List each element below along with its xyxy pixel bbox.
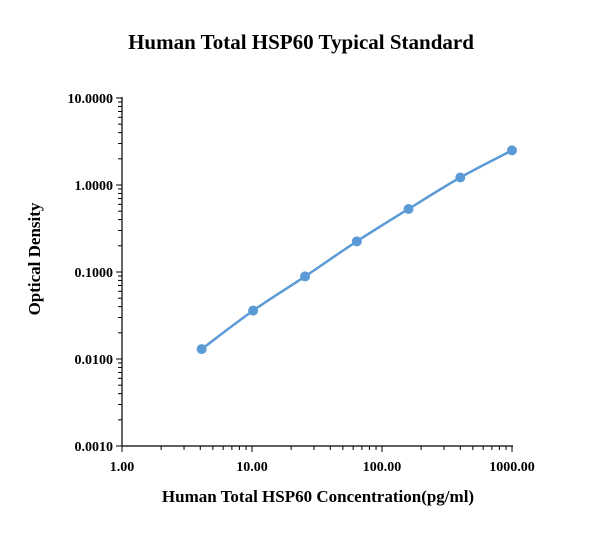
x-tick-label: 1.00 (110, 460, 135, 475)
data-point (403, 203, 414, 214)
y-tick-label: 0.0100 (75, 353, 114, 368)
y-tick-label: 0.1000 (75, 266, 114, 281)
data-point (507, 145, 517, 156)
x-tick-label: 1000.00 (489, 460, 535, 475)
series (196, 145, 517, 355)
y-tick-label: 0.0010 (75, 440, 114, 455)
y-tick-label: 10.0000 (68, 92, 114, 107)
data-point (248, 305, 259, 316)
data-point (196, 344, 207, 355)
data-point (351, 236, 362, 247)
chart-title: Human Total HSP60 Typical Standard (128, 30, 474, 54)
ticks (116, 97, 513, 452)
axes (121, 97, 513, 447)
x-tick-label: 100.00 (363, 460, 402, 475)
y-axis-label: Optical Density (25, 202, 44, 315)
x-axis-label: Human Total HSP60 Concentration(pg/ml) (162, 487, 474, 506)
series-line (200, 149, 513, 351)
y-tick-label: 1.0000 (75, 179, 114, 194)
tick-labels: 1.00 10.00 100.00 1000.00 0.0010 0.0100 0.1000… (68, 92, 535, 475)
x-tick-label: 10.00 (236, 460, 268, 475)
data-point (300, 271, 311, 282)
data-point (455, 172, 466, 183)
